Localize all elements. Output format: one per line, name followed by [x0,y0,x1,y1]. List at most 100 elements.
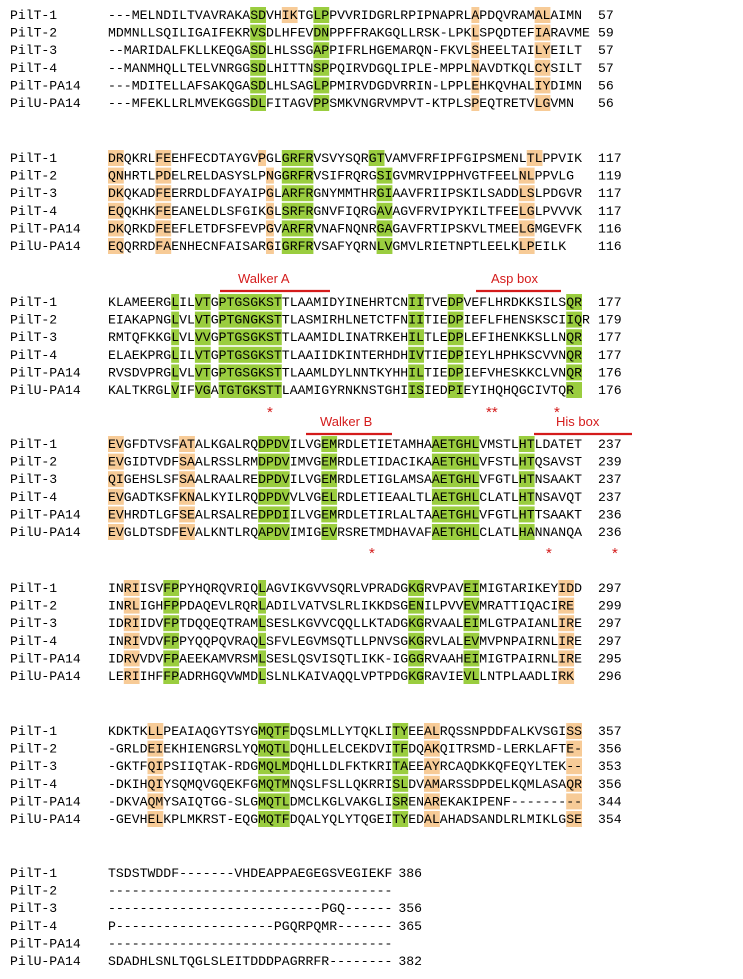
sequence-residues: IDRIIDVFPTDQQEQTRAMLSESLKGVVCQQLLKTADGKG… [108,616,582,631]
sequence-end-position: 236 [598,507,622,522]
alignment-block: PilT-1 ---MELNDILTVAVRAKASDVHIKTGLPPVVRID… [10,8,614,111]
residue-highlight [258,488,290,505]
residue-highlight [392,811,409,827]
residue-highlight [534,77,551,94]
residue-highlight [566,793,582,810]
residue-highlight [471,95,480,111]
sequence-name: PilT-1 [10,437,57,452]
sequence-residues: -GEVHELKPLMKRST-EQGMQTFDQALYQLYTQGEITYED… [108,812,582,827]
sequence-residues: KDKTKLLPEAIAQGYTSYGMQTFDQSLMLLYTQKLITYEE… [108,724,582,739]
residue-highlight [431,524,480,540]
residue-highlight [250,77,266,94]
residue-highlight [376,167,393,184]
sequence-residues: EVGIDTVDFSAALRSSLRMDPDVIMVGEMRDLETIDACIK… [108,455,582,470]
residue-highlight [424,793,440,810]
residue-highlight [463,668,480,684]
residue-highlight [108,185,124,202]
walker-a-star: * [267,404,273,421]
sequence-residues: DKQRKDFEEFLETDFSFEVPGVARFRVNAFNQNRGAGAVF… [108,221,582,236]
residue-highlight [266,220,274,237]
sequence-end-position: 356 [598,777,622,792]
residue-highlight [518,506,535,523]
residue-highlight [179,488,195,505]
sequence-residues: -DKVAQMYSAIQTGG-SLGMQTLDMCLKGLVAKGLISREN… [108,794,582,809]
walker-b-star: * [369,545,375,562]
residue-highlight [194,364,211,381]
residue-highlight [258,740,290,757]
residue-highlight [408,632,424,649]
residue-highlight [218,329,282,346]
residue-highlight [447,329,464,346]
residue-highlight [321,436,338,452]
residue-highlight [258,793,290,810]
residue-highlight [424,758,440,775]
sequence-end-position: 356 [598,742,622,757]
sequence-name: PilT-4 [10,204,57,219]
residue-highlight [463,632,480,649]
residue-highlight [518,471,535,488]
residue-highlight [147,811,164,827]
residue-highlight [471,59,480,76]
residue-highlight [518,524,535,540]
residue-highlight [163,615,180,632]
residue-highlight [171,364,180,381]
sequence-residues: RVSDVPRGLVLVTGPTGSGKSTTLAAMLDYLNNTKYHHIL… [108,365,582,380]
residue-highlight [258,775,290,792]
residue-highlight [179,436,195,452]
residue-highlight [108,220,124,237]
residue-highlight [108,202,124,219]
sequence-name: PilT-PA14 [10,936,81,951]
sequence-residues: INRLIGHFPPDAQEVLRQRLADILVATVSLRLIKKDSGEN… [108,599,574,614]
sequence-residues: ------------------------------------ [108,936,392,951]
residue-highlight [171,294,180,310]
sequence-residues: ---MELNDILTVAVRAKASDVHIKTGLPPVVRIDGRLRPI… [108,8,582,23]
residue-highlight [123,597,140,614]
sequence-end-position: 296 [598,669,622,684]
residue-highlight [447,346,464,363]
residue-highlight [171,311,180,328]
sequence-end-position: 297 [598,634,622,649]
sequence-residues: P--------------------PGQRPQMR------- [108,919,392,934]
residue-highlight [376,185,393,202]
residue-highlight [108,524,124,540]
sequence-name: PilT-PA14 [10,507,81,522]
sequence-residues: EQQKHKFEEANELDLSFGIKGLSRFRGNVFIQRGAVAGVF… [108,204,582,219]
alignment-block: PilT-1 EVGFDTVSFATALKGALRQDPDVILVGEMRDLET… [10,437,622,540]
sequence-end-position: 365 [398,919,422,934]
his-box-star-1: * [546,545,552,562]
sequence-end-position: 56 [598,78,614,93]
residue-highlight [463,650,480,667]
sequence-residues: -GRLDEIEKHIENGRSLYQMQTLDQHLLELCEKDVITFDQ… [108,742,582,757]
residue-highlight [281,202,314,219]
sequence-end-position: 177 [598,348,622,363]
residue-highlight [258,471,290,488]
sequence-name: PilT-1 [10,295,57,310]
residue-highlight [123,580,140,596]
residue-highlight [163,650,180,667]
sequence-end-position: 237 [598,472,622,487]
residue-highlight [566,329,582,346]
sequence-residues: ---------------------------PGQ------ [108,901,392,916]
sequence-name: PilT-2 [10,599,57,614]
sequence-name: PilT-1 [10,8,57,23]
sequence-end-position: 116 [598,221,622,236]
sequence-name: PilU-PA14 [10,239,81,254]
sequence-residues: -GKTFQIPSIIQTAK-RDGMQLMDQHLLDLFKTKRITAEE… [108,759,582,774]
residue-highlight [408,294,424,310]
his-box-star-2: * [612,545,618,562]
sequence-residues: RMTQFKKGLVLVVGPTGSGKSTTLAAMIDLINATRKEHIL… [108,330,582,345]
residue-highlight [281,220,314,237]
sequence-residues: ---MDITELLAFSAKQGASDLHLSAGLPPMIRVDGDVRRI… [108,78,582,93]
residue-highlight [392,758,409,775]
residue-highlight [266,202,274,219]
residue-highlight [518,185,535,202]
residue-highlight [558,650,575,667]
residue-highlight [321,471,338,488]
residue-highlight [463,580,480,596]
sequence-end-position: 116 [598,239,622,254]
sequence-text-layer: PilT-1 ---MELNDILTVAVRAKASDVHIKTGLPPVVRID… [10,8,622,969]
residue-highlight [313,77,330,94]
asp-box-star: * [554,404,560,421]
residue-highlight [155,202,172,219]
walker-a-annotation: Walker A [220,271,330,293]
